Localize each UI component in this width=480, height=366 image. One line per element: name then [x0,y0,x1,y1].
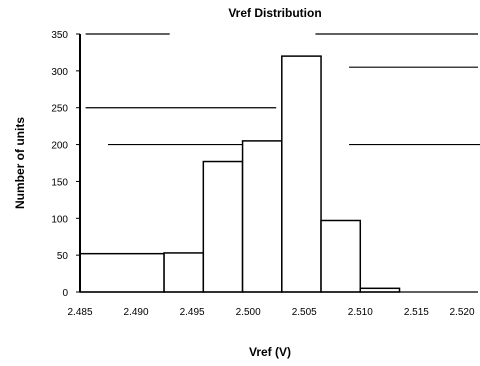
bar-4 [281,55,322,293]
x-tick-labels: 2.485 2.490 2.495 2.500 2.505 2.510 2.515 2.520 [67,307,474,318]
x-tick-label-6: 2.515 [404,307,429,318]
y-tick-label-3: 150 [51,177,68,188]
y-tick-labels: 0 50 100 150 200 250 300 350 [51,30,80,299]
x-tick-label-7: 2.520 [449,307,474,318]
bar-3 [241,140,283,293]
axes [79,34,478,293]
gridlines [85,33,480,146]
y-tick-label-1: 50 [57,251,69,262]
bar-0 [79,252,165,293]
x-axis-label: Vref (V) [249,345,291,359]
x-tick-label-3: 2.500 [236,307,261,318]
x-tick-label-0: 2.485 [67,307,92,318]
x-tick-label-2: 2.495 [180,307,205,318]
y-axis-label: Number of units [13,117,27,209]
chart-title: Vref Distribution [228,6,321,20]
x-tick-label-5: 2.510 [348,307,373,318]
x-tick-label-1: 2.490 [124,307,149,318]
x-tick-label-4: 2.505 [292,307,317,318]
bar-1 [163,252,205,293]
y-tick-label-7: 350 [51,30,68,41]
y-tick-label-6: 300 [51,67,68,78]
histogram-bars [79,55,401,293]
y-tick-label-2: 100 [51,214,68,225]
y-tick-label-5: 250 [51,104,68,115]
y-tick-label-4: 200 [51,141,68,152]
y-tick-label-0: 0 [62,288,68,299]
bar-2 [202,160,244,293]
bar-5 [320,219,362,293]
